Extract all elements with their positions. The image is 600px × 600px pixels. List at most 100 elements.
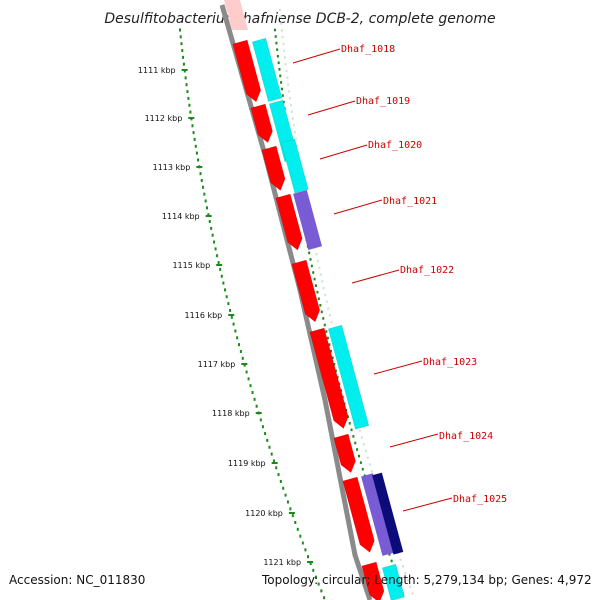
ring-dot bbox=[287, 83, 290, 86]
ring-dot bbox=[323, 323, 326, 327]
scale-dot bbox=[309, 562, 312, 566]
scale-dot bbox=[222, 281, 225, 285]
scale-dot bbox=[195, 151, 198, 155]
ring-dot bbox=[309, 258, 312, 261]
gene-feature bbox=[232, 39, 262, 103]
scale-tick-label: 1113 kbp bbox=[153, 163, 191, 172]
scale-dot bbox=[187, 96, 190, 100]
scale-dot bbox=[247, 377, 250, 381]
scale-dot bbox=[181, 49, 184, 53]
scale-dot bbox=[259, 418, 262, 422]
ring-dot bbox=[316, 290, 319, 294]
scale-dot bbox=[210, 226, 213, 230]
ring-dot bbox=[282, 42, 285, 46]
scale-tick-label: 1116 kbp bbox=[185, 311, 223, 320]
ring-dot bbox=[280, 87, 283, 91]
scale-dot bbox=[279, 479, 282, 483]
gene-label[interactable]: Dhaf_1023 bbox=[423, 357, 477, 368]
ring-dot bbox=[336, 376, 339, 379]
ring-dot bbox=[319, 304, 322, 307]
scale-dot bbox=[220, 274, 223, 278]
scale-dot bbox=[205, 206, 208, 210]
gene-label[interactable]: Dhaf_1018 bbox=[341, 44, 395, 55]
gene-label[interactable]: Dhaf_1024 bbox=[439, 431, 493, 442]
gene-label[interactable]: Dhaf_1022 bbox=[400, 265, 454, 276]
ring-dot bbox=[317, 297, 320, 301]
ring-dot bbox=[280, 81, 283, 84]
ring-dot bbox=[290, 110, 293, 113]
scale-dot bbox=[216, 254, 219, 258]
scale-dot bbox=[185, 83, 188, 87]
gene-feature bbox=[342, 476, 375, 553]
scale-dot bbox=[227, 302, 230, 306]
ring-dot bbox=[320, 310, 323, 314]
ring-dot bbox=[411, 592, 414, 595]
gene-label-leader bbox=[389, 433, 439, 448]
ring-dot bbox=[274, 28, 276, 32]
scale-dot bbox=[282, 486, 285, 490]
ring-dot bbox=[292, 124, 295, 127]
ring-dot bbox=[348, 422, 351, 425]
ring-dot bbox=[358, 429, 361, 432]
gene-label[interactable]: Dhaf_1020 bbox=[368, 140, 422, 151]
ring-dot bbox=[289, 103, 292, 107]
ring-dot bbox=[275, 41, 278, 45]
gene-feature bbox=[361, 561, 385, 600]
ring-dot bbox=[360, 436, 363, 439]
ring-dot bbox=[322, 286, 325, 290]
ring-dot bbox=[282, 100, 285, 104]
ring-dot bbox=[276, 48, 279, 51]
gene-label[interactable]: Dhaf_1025 bbox=[453, 494, 507, 505]
scale-dot bbox=[200, 178, 203, 182]
scale-dot bbox=[264, 432, 267, 436]
scale-dot bbox=[296, 527, 299, 531]
scale-dot bbox=[304, 548, 307, 552]
gene-label[interactable]: Dhaf_1019 bbox=[356, 96, 410, 107]
ring-dot bbox=[286, 76, 289, 80]
ring-dot bbox=[390, 559, 393, 563]
scale-dot bbox=[266, 438, 269, 442]
ring-dot bbox=[368, 463, 371, 466]
ring-dot bbox=[315, 253, 318, 256]
ring-dot bbox=[279, 8, 281, 12]
scale-dot bbox=[230, 315, 233, 319]
scale-dot bbox=[289, 507, 292, 511]
ring-dot bbox=[328, 343, 331, 346]
scale-dot bbox=[213, 240, 216, 244]
ring-dot bbox=[370, 470, 373, 473]
ring-dot bbox=[354, 441, 357, 445]
genome-title: Desulfitobacterium hafniense DCB-2, comp… bbox=[104, 11, 495, 27]
ring-dot bbox=[283, 56, 286, 59]
scale-dot bbox=[180, 42, 183, 46]
ring-dot bbox=[283, 49, 286, 52]
scale-tick-label: 1121 kbp bbox=[263, 558, 301, 567]
scale-dot bbox=[199, 172, 202, 176]
ring-dot bbox=[278, 68, 281, 71]
ring-dot bbox=[289, 97, 292, 100]
gene-label-leader bbox=[319, 144, 368, 160]
scale-dot bbox=[182, 55, 185, 59]
scale-dot bbox=[211, 233, 214, 237]
ring-dot bbox=[366, 456, 369, 460]
gene-label-leader bbox=[292, 48, 341, 64]
scale-dot bbox=[182, 62, 185, 66]
scale-dot bbox=[323, 596, 326, 600]
ring-dot bbox=[319, 273, 322, 276]
scale-dot bbox=[317, 582, 320, 586]
ring-dot bbox=[280, 22, 283, 25]
ring-dot bbox=[404, 571, 407, 575]
gene-feature bbox=[309, 327, 349, 429]
ring-dot bbox=[291, 117, 294, 120]
scale-dot bbox=[239, 349, 242, 353]
ring-dot bbox=[325, 300, 328, 303]
scale-dot bbox=[208, 220, 211, 224]
ring-dot bbox=[330, 320, 333, 324]
scale-dot bbox=[294, 520, 297, 524]
ring-dot bbox=[281, 94, 284, 97]
scale-dot bbox=[238, 343, 241, 347]
gene-label[interactable]: Dhaf_1021 bbox=[383, 196, 437, 207]
scale-dot bbox=[272, 459, 275, 463]
gene-feature bbox=[261, 145, 286, 191]
ring-dot bbox=[324, 293, 327, 297]
scale-dot bbox=[245, 370, 248, 374]
